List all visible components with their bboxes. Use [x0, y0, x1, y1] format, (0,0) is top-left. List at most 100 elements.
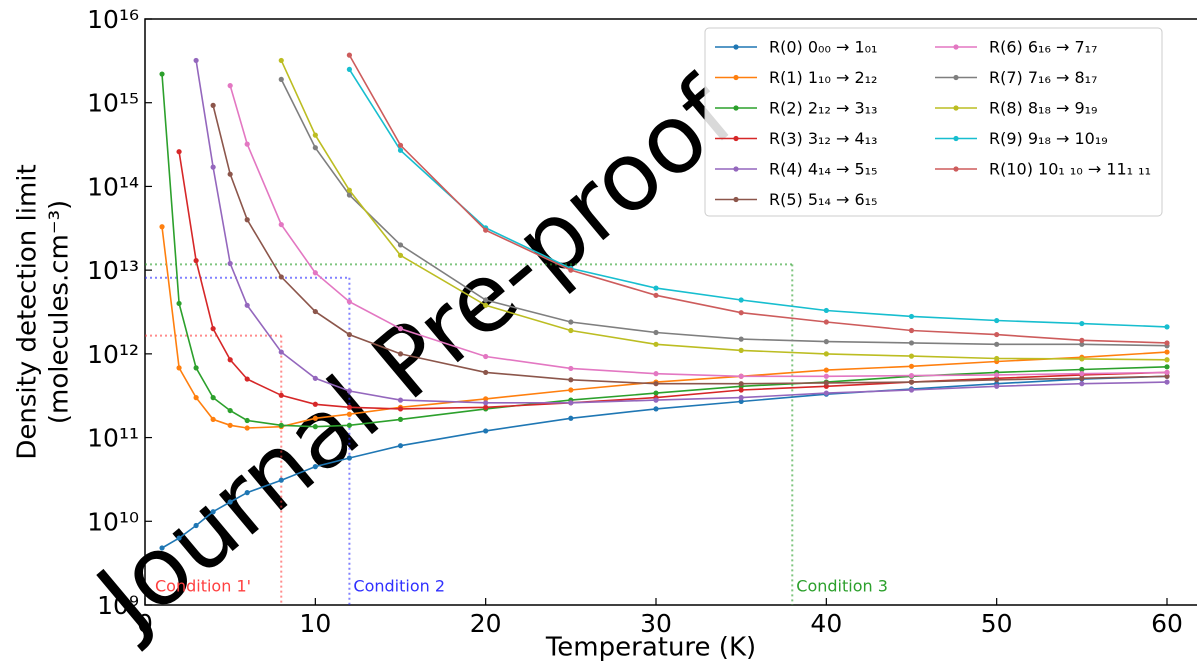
data-point	[397, 406, 404, 412]
legend-label: R(10) 10₁ ₁₀ → 11₁ ₁₁	[989, 160, 1151, 179]
x-tick-label: 60	[1151, 609, 1183, 638]
plot-area	[145, 52, 1170, 605]
data-point	[312, 270, 318, 276]
legend-label: R(3) 3₁₂ → 4₁₃	[769, 129, 877, 148]
data-point	[568, 415, 574, 421]
data-point	[397, 147, 404, 153]
data-point	[994, 372, 1000, 378]
data-point	[346, 331, 352, 338]
data-point	[244, 417, 250, 424]
data-point	[278, 221, 284, 228]
data-point	[346, 404, 352, 410]
data-point	[346, 66, 352, 73]
data-point	[994, 331, 1000, 338]
data-point	[1164, 373, 1170, 379]
data-point	[994, 341, 1000, 347]
data-point	[227, 357, 233, 363]
legend-label: R(9) 9₁₈ → 10₁₉	[989, 129, 1108, 148]
data-point	[346, 455, 352, 461]
data-point	[397, 326, 404, 332]
data-point	[483, 297, 489, 303]
data-point	[653, 341, 659, 347]
data-point	[346, 187, 352, 193]
data-point	[653, 285, 659, 291]
y-tick-label: 10¹⁵	[87, 89, 139, 118]
data-point	[568, 377, 574, 383]
data-point	[159, 71, 165, 77]
data-point	[1079, 337, 1085, 343]
y-axis-title: Density detection limit	[13, 164, 43, 459]
data-point	[823, 367, 829, 373]
data-point	[244, 217, 250, 223]
data-point	[159, 224, 165, 230]
x-tick-label: 10	[299, 609, 331, 638]
data-point	[244, 425, 250, 431]
data-point	[1164, 340, 1170, 346]
data-point	[653, 329, 659, 336]
data-point	[193, 395, 199, 401]
data-point	[653, 397, 659, 403]
legend-label: R(1) 1₁₀ → 2₁₂	[769, 68, 877, 87]
data-point	[738, 387, 744, 393]
data-point	[483, 428, 489, 434]
condition-label: Condition 2	[353, 577, 445, 596]
data-point	[1079, 381, 1085, 387]
data-point	[176, 365, 182, 371]
legend-marker	[733, 166, 739, 172]
y-axis-title: (molecules.cm⁻³)	[45, 200, 75, 424]
data-point	[483, 369, 489, 376]
data-point	[278, 76, 284, 82]
data-point	[346, 388, 352, 394]
data-point	[738, 373, 744, 379]
data-point	[908, 363, 915, 369]
data-point	[823, 307, 829, 314]
data-point	[994, 355, 1000, 362]
legend-label: R(2) 2₁₂ → 3₁₃	[769, 99, 877, 118]
data-point	[210, 326, 216, 332]
data-point	[278, 392, 284, 398]
data-point	[312, 401, 318, 407]
data-point	[227, 83, 233, 89]
data-point	[312, 145, 318, 151]
data-point	[1079, 341, 1085, 347]
data-point	[176, 149, 182, 155]
data-point	[908, 379, 915, 385]
data-point	[483, 227, 489, 233]
legend-label: R(5) 5₁₄ → 6₁₅	[769, 190, 877, 209]
data-point	[483, 400, 489, 406]
data-point	[908, 353, 915, 359]
y-tick-label: 10⁹	[97, 591, 139, 620]
data-point	[227, 260, 233, 267]
data-point	[994, 383, 1000, 389]
legend-marker	[733, 196, 739, 203]
data-point	[1079, 375, 1085, 381]
data-point	[397, 351, 404, 357]
data-point	[193, 522, 199, 529]
data-point	[176, 535, 182, 541]
data-point	[738, 310, 744, 316]
data-point	[738, 336, 744, 342]
data-point	[994, 377, 1000, 383]
data-point	[823, 319, 829, 325]
data-point	[823, 373, 829, 379]
data-point	[346, 52, 352, 58]
legend-marker	[953, 74, 959, 81]
data-point	[193, 365, 199, 371]
y-tick-label: 10¹⁶	[87, 5, 139, 34]
data-point	[483, 302, 489, 308]
data-point	[176, 300, 182, 307]
data-point	[1164, 324, 1170, 330]
condition-label: Condition 1'	[155, 577, 251, 596]
data-point	[346, 299, 352, 305]
data-point	[483, 404, 489, 410]
data-point	[738, 381, 744, 387]
data-point	[193, 57, 199, 64]
data-point	[908, 340, 915, 346]
data-point	[653, 371, 659, 377]
data-point	[346, 192, 352, 198]
legend-label: R(0) 0₀₀ → 1₀₁	[769, 38, 877, 57]
data-point	[1079, 366, 1085, 373]
data-point	[908, 327, 915, 334]
data-point	[397, 397, 404, 403]
data-point	[312, 308, 318, 315]
